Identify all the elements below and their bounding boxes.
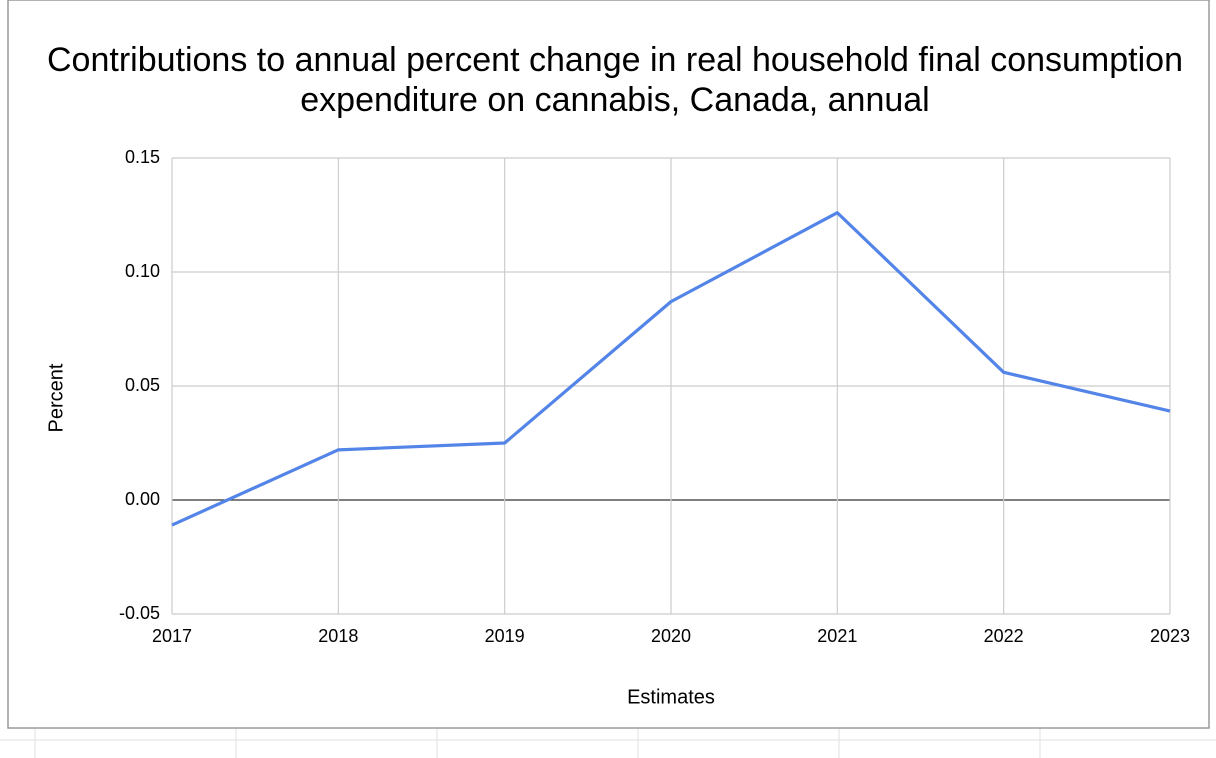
chart-title: Contributions to annual percent change i… (47, 41, 1183, 119)
y-tick-label: 0.15 (125, 147, 160, 167)
x-axis-label: Estimates (627, 686, 715, 708)
x-tick-label: 2019 (485, 626, 525, 646)
y-axis-label: Percent (45, 363, 67, 432)
x-tick-label: 2022 (984, 626, 1024, 646)
x-tick-label: 2021 (817, 626, 857, 646)
x-tick-label: 2023 (1150, 626, 1190, 646)
x-tick-label: 2018 (318, 626, 358, 646)
y-tick-label: 0.05 (125, 375, 160, 395)
x-tick-label: 2020 (651, 626, 691, 646)
data-line (171, 211, 1171, 527)
x-tick-label: 2017 (152, 626, 192, 646)
y-tick-label: -0.05 (119, 603, 160, 623)
y-tick-label: 0.10 (125, 261, 160, 281)
y-tick-label: 0.00 (125, 489, 160, 509)
